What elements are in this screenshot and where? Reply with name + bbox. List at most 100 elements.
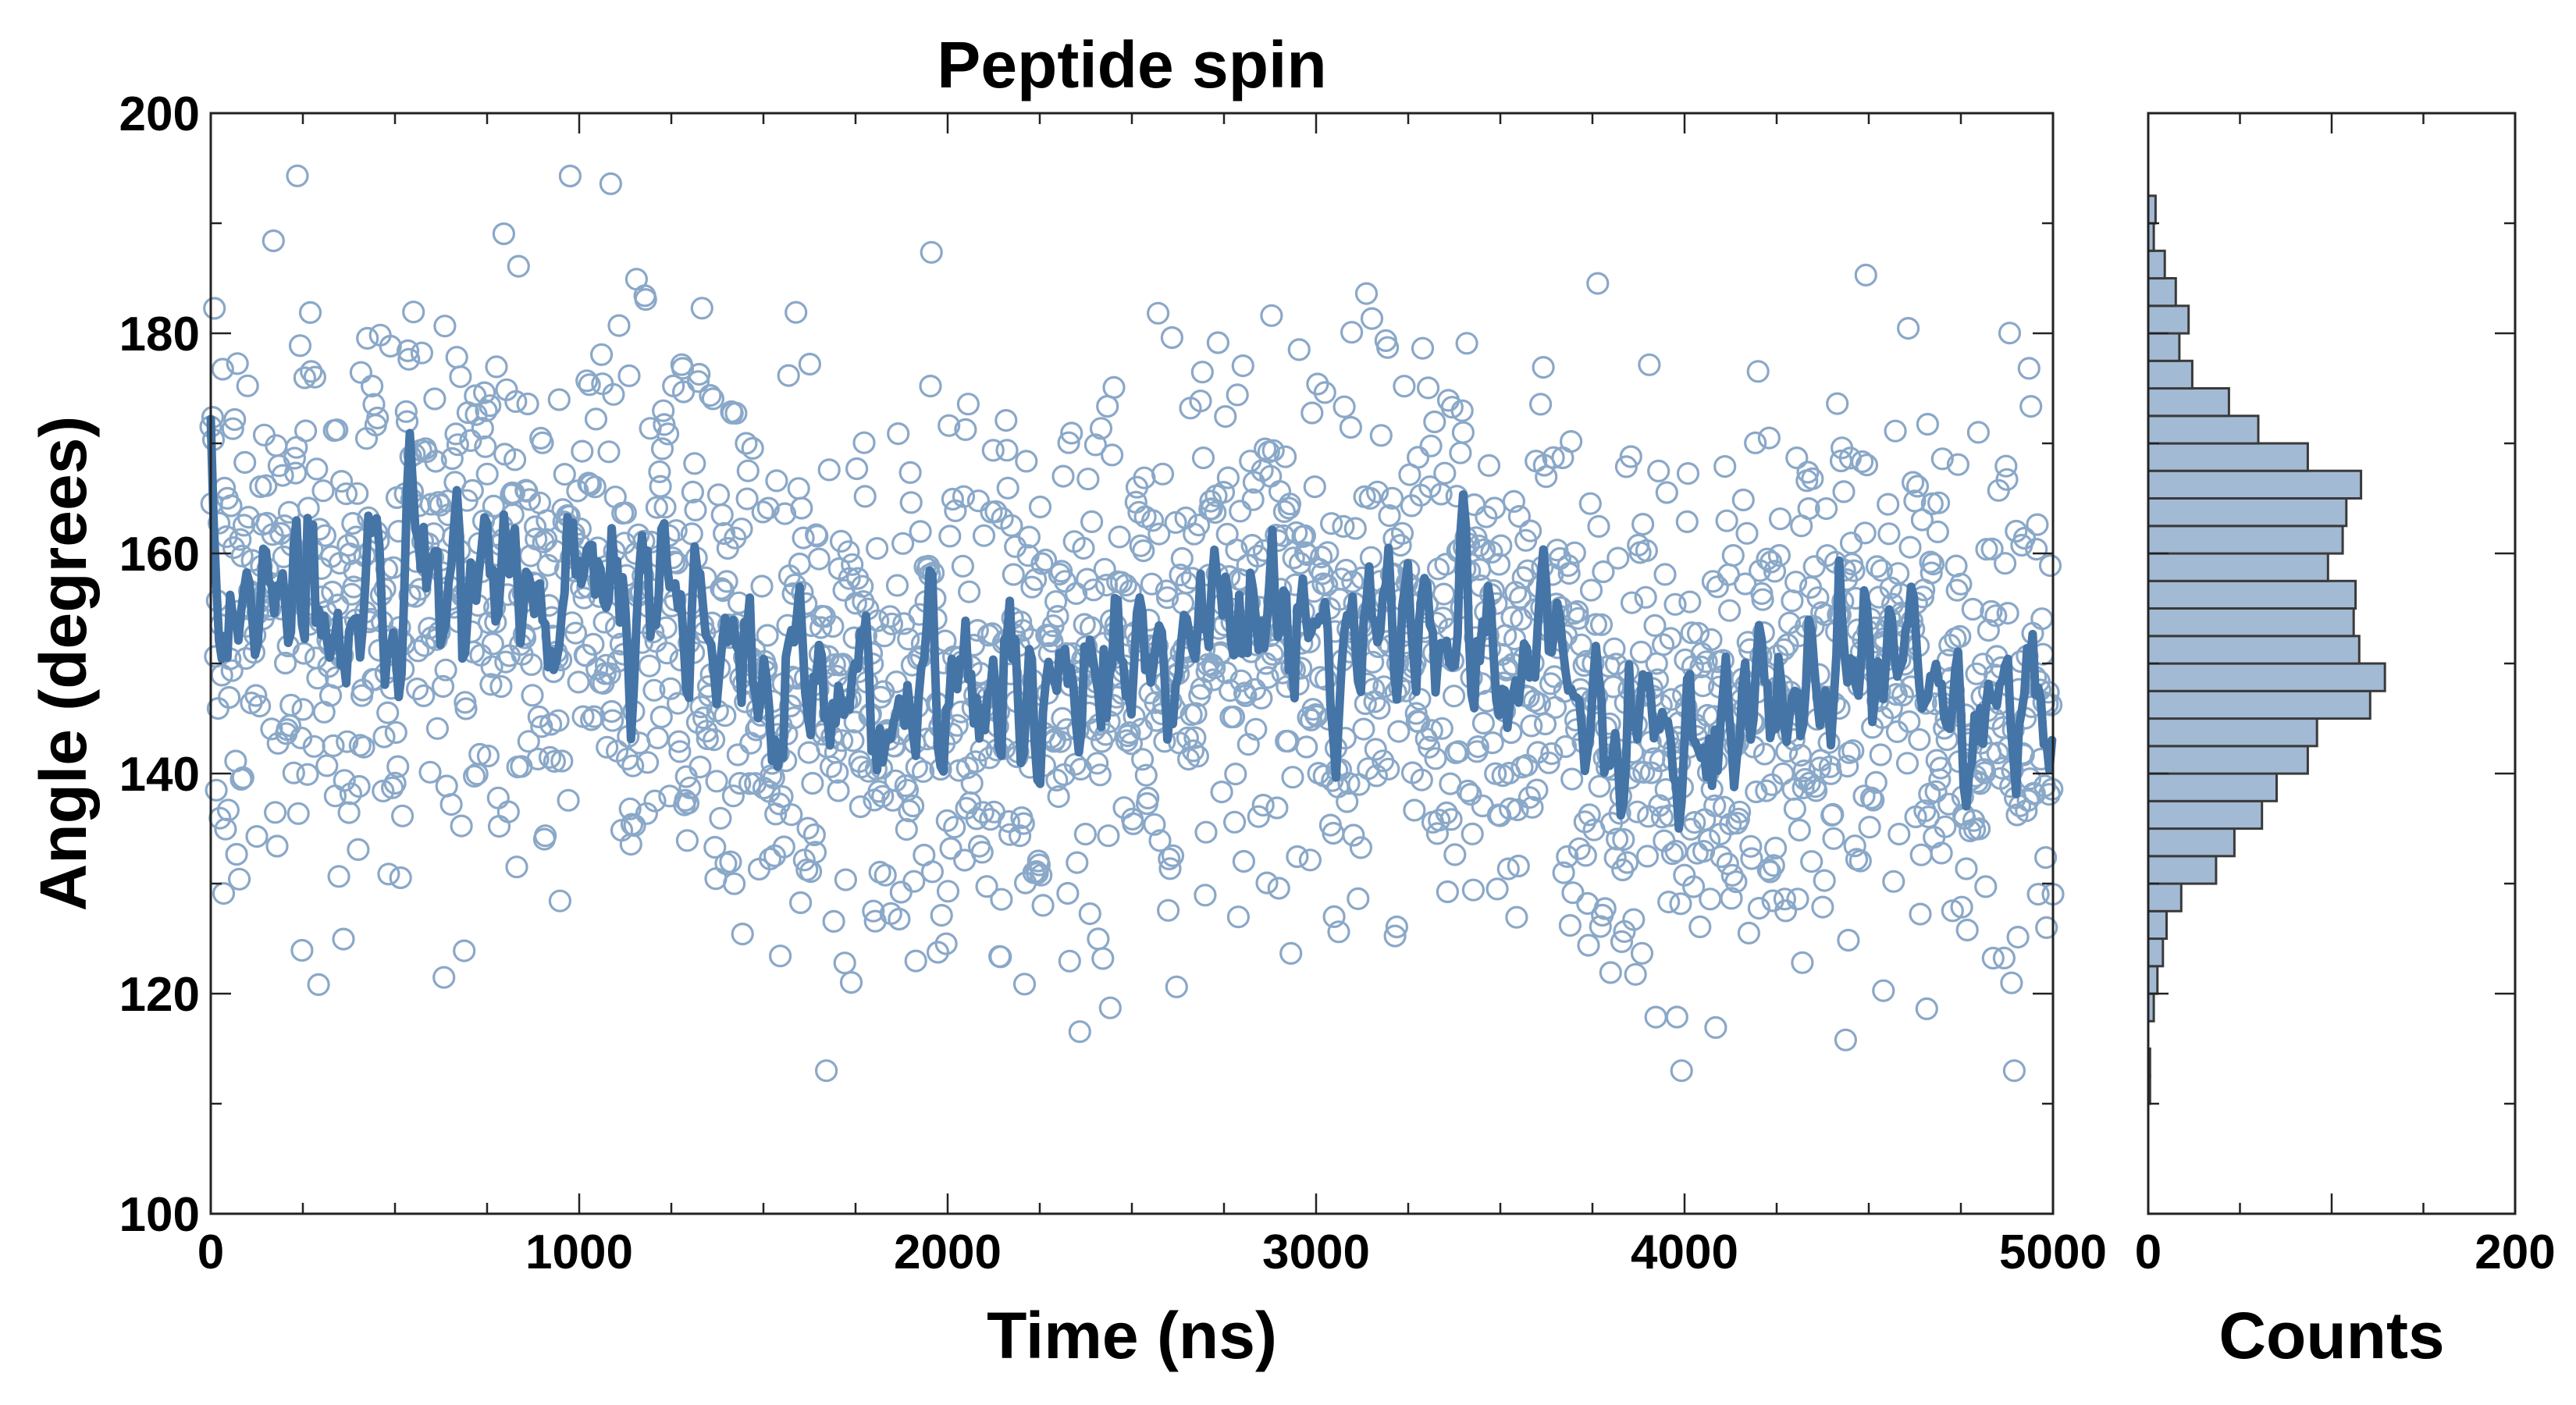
scatter-point xyxy=(833,951,856,975)
scatter-point xyxy=(1784,571,1808,594)
scatter-point xyxy=(1082,578,1105,602)
scatter-point xyxy=(741,436,764,461)
scatter-point xyxy=(938,414,961,437)
scatter-point xyxy=(567,670,590,694)
histogram-bar xyxy=(2147,937,2165,968)
scatter-point xyxy=(218,685,241,710)
scatter-point xyxy=(1593,897,1617,920)
scatter-point xyxy=(1577,934,1600,957)
scatter-point xyxy=(1746,360,1770,383)
scatter-point xyxy=(1974,875,1998,898)
scatter-point xyxy=(623,813,646,838)
x-tick-label: 1000 xyxy=(525,1225,633,1279)
scatter-point xyxy=(1764,836,1788,860)
scatter-point xyxy=(592,610,616,634)
scatter-point xyxy=(600,699,624,724)
scatter-point xyxy=(1186,745,1210,768)
y-tick-label: 160 xyxy=(119,528,200,582)
scatter-point xyxy=(1981,946,2005,970)
scatter-point xyxy=(1620,591,1644,614)
scatter-point xyxy=(822,909,845,934)
scatter-point xyxy=(423,387,447,411)
scatter-point xyxy=(1327,920,1350,944)
x-tick-label: 4000 xyxy=(1631,1225,1738,1279)
scatter-point xyxy=(1051,464,1075,488)
histogram-plot: 0 200 Counts xyxy=(2135,112,2556,1372)
scatter-point xyxy=(887,422,910,446)
scatter-point xyxy=(1031,894,1055,917)
scatter-point xyxy=(223,407,247,432)
scatter-point xyxy=(2016,788,2040,813)
scatter-point xyxy=(814,1059,838,1083)
scatter-point xyxy=(1072,536,1095,560)
scatter-point xyxy=(1678,590,1702,614)
scatter-point xyxy=(648,460,671,484)
scatter-point xyxy=(1410,768,1433,791)
scatter-point xyxy=(1747,896,1770,920)
scatter-point xyxy=(346,482,369,505)
scatter-point xyxy=(1808,756,1831,780)
scatter-point xyxy=(1161,844,1185,867)
scatter-point xyxy=(971,801,994,824)
scatter-point xyxy=(1644,1005,1667,1029)
scatter-point xyxy=(229,767,253,791)
scatter-point xyxy=(941,487,965,511)
scatter-point xyxy=(1574,844,1598,867)
scatter-point xyxy=(1703,794,1727,817)
scatter-point xyxy=(1908,727,1931,752)
scatter-point xyxy=(1089,417,1113,440)
scatter-point xyxy=(434,658,457,681)
scatter-point xyxy=(1533,712,1557,736)
scatter-point xyxy=(1206,331,1230,354)
histogram-bar xyxy=(2147,607,2355,638)
scatter-point xyxy=(1902,471,1925,494)
scatter-point xyxy=(333,769,356,792)
scatter-point xyxy=(1118,720,1141,745)
scatter-point xyxy=(1937,792,1961,816)
scatter-point xyxy=(1563,541,1586,564)
scatter-point xyxy=(956,393,980,416)
scatter-point xyxy=(1060,422,1083,445)
scatter-point xyxy=(254,474,278,497)
scatter-point xyxy=(1663,592,1687,616)
histogram-bar xyxy=(2147,635,2361,665)
scatter-point xyxy=(2038,553,2062,578)
scatter-point xyxy=(845,457,869,481)
scatter-point xyxy=(1316,541,1340,564)
scatter-point xyxy=(1496,857,1520,880)
histogram-tick-labels: 0 200 xyxy=(2135,1225,2556,1279)
scatter-point xyxy=(347,774,371,799)
scatter-point xyxy=(1023,567,1048,592)
scatter-point xyxy=(327,865,350,888)
scatter-point xyxy=(1273,445,1297,468)
scatter-point xyxy=(449,365,472,389)
scatter-point xyxy=(1612,827,1635,852)
scatter-point xyxy=(406,639,430,663)
scatter-point xyxy=(1506,798,1529,822)
scatter-point xyxy=(1265,796,1289,820)
scatter-point xyxy=(1097,824,1120,848)
scatter-point xyxy=(2005,519,2028,543)
scatter-point xyxy=(702,728,726,752)
scatter-point xyxy=(228,867,251,891)
scatter-point xyxy=(1650,806,1674,829)
scatter-point xyxy=(1763,560,1787,583)
main-plot-ticks xyxy=(209,112,2055,1215)
scatter-point xyxy=(966,489,991,513)
scatter-point xyxy=(930,903,953,927)
scatter-point xyxy=(975,875,998,898)
scatter-point xyxy=(1261,439,1285,462)
scatter-point xyxy=(1796,461,1820,484)
scatter-point xyxy=(788,891,813,915)
scatter-point xyxy=(471,417,494,440)
scatter-point xyxy=(1336,790,1359,813)
histogram-bars xyxy=(2147,194,2386,1105)
scatter-point xyxy=(865,536,889,560)
scatter-point xyxy=(583,475,607,499)
scatter-point xyxy=(1393,375,1416,398)
scatter-point xyxy=(1416,376,1440,400)
scatter-point xyxy=(1041,630,1064,653)
scatter-point xyxy=(1272,500,1297,524)
scatter-point xyxy=(1261,642,1284,666)
scatter-point xyxy=(1950,895,1973,919)
